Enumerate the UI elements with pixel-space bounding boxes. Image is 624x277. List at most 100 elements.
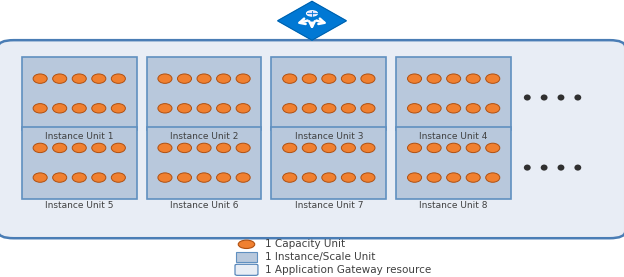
Ellipse shape [540, 94, 548, 101]
Ellipse shape [427, 104, 441, 113]
Ellipse shape [306, 11, 318, 16]
FancyBboxPatch shape [271, 127, 386, 199]
Ellipse shape [322, 74, 336, 83]
Text: Instance Unit 4: Instance Unit 4 [419, 132, 488, 141]
FancyBboxPatch shape [271, 57, 386, 130]
FancyBboxPatch shape [0, 40, 624, 238]
Ellipse shape [361, 74, 375, 83]
Ellipse shape [485, 104, 500, 113]
Ellipse shape [197, 143, 211, 153]
Ellipse shape [427, 74, 441, 83]
Ellipse shape [558, 165, 564, 171]
Ellipse shape [427, 143, 441, 153]
Ellipse shape [447, 104, 461, 113]
Ellipse shape [283, 143, 297, 153]
Ellipse shape [302, 173, 316, 182]
Ellipse shape [485, 143, 500, 153]
Ellipse shape [466, 173, 480, 182]
Ellipse shape [111, 143, 125, 153]
Ellipse shape [33, 74, 47, 83]
Ellipse shape [236, 173, 250, 182]
Ellipse shape [407, 74, 422, 83]
Ellipse shape [361, 143, 375, 153]
Ellipse shape [361, 104, 375, 113]
Ellipse shape [72, 104, 86, 113]
Ellipse shape [322, 143, 336, 153]
Ellipse shape [575, 165, 582, 171]
Text: Instance Unit 3: Instance Unit 3 [295, 132, 363, 141]
Ellipse shape [177, 143, 192, 153]
Ellipse shape [158, 104, 172, 113]
Ellipse shape [52, 74, 67, 83]
Ellipse shape [111, 104, 125, 113]
Ellipse shape [466, 104, 480, 113]
Ellipse shape [217, 173, 231, 182]
Ellipse shape [485, 173, 500, 182]
Ellipse shape [33, 143, 47, 153]
Ellipse shape [575, 94, 582, 101]
Ellipse shape [158, 74, 172, 83]
Ellipse shape [238, 240, 255, 248]
Ellipse shape [217, 74, 231, 83]
Ellipse shape [302, 104, 316, 113]
Ellipse shape [52, 104, 67, 113]
Ellipse shape [407, 143, 422, 153]
FancyBboxPatch shape [396, 127, 511, 199]
Ellipse shape [177, 173, 192, 182]
Ellipse shape [217, 104, 231, 113]
Ellipse shape [283, 74, 297, 83]
Ellipse shape [283, 173, 297, 182]
Ellipse shape [341, 173, 356, 182]
Ellipse shape [92, 104, 106, 113]
FancyBboxPatch shape [396, 57, 511, 130]
Text: Instance Unit 8: Instance Unit 8 [419, 201, 488, 210]
Ellipse shape [558, 94, 564, 101]
Ellipse shape [158, 143, 172, 153]
FancyBboxPatch shape [147, 57, 261, 130]
FancyBboxPatch shape [235, 264, 258, 275]
Ellipse shape [524, 165, 530, 171]
Ellipse shape [177, 104, 192, 113]
Ellipse shape [33, 104, 47, 113]
Ellipse shape [158, 173, 172, 182]
Text: 1 Instance/Scale Unit: 1 Instance/Scale Unit [265, 252, 376, 262]
Ellipse shape [111, 74, 125, 83]
Ellipse shape [341, 104, 356, 113]
Ellipse shape [341, 143, 356, 153]
FancyBboxPatch shape [147, 127, 261, 199]
Ellipse shape [447, 74, 461, 83]
Ellipse shape [111, 173, 125, 182]
Ellipse shape [322, 173, 336, 182]
Ellipse shape [236, 104, 250, 113]
Ellipse shape [197, 173, 211, 182]
Ellipse shape [197, 104, 211, 113]
Ellipse shape [466, 143, 480, 153]
Ellipse shape [217, 143, 231, 153]
Ellipse shape [447, 143, 461, 153]
Ellipse shape [302, 143, 316, 153]
FancyBboxPatch shape [22, 127, 137, 199]
FancyBboxPatch shape [22, 57, 137, 130]
Ellipse shape [72, 74, 86, 83]
Polygon shape [278, 1, 346, 40]
Ellipse shape [236, 143, 250, 153]
FancyBboxPatch shape [236, 252, 256, 262]
Ellipse shape [33, 173, 47, 182]
Text: 1 Application Gateway resource: 1 Application Gateway resource [265, 265, 431, 275]
Text: Instance Unit 5: Instance Unit 5 [45, 201, 114, 210]
Ellipse shape [92, 143, 106, 153]
Ellipse shape [322, 104, 336, 113]
Ellipse shape [92, 173, 106, 182]
Ellipse shape [52, 173, 67, 182]
Ellipse shape [72, 173, 86, 182]
Ellipse shape [466, 74, 480, 83]
Text: Instance Unit 1: Instance Unit 1 [45, 132, 114, 141]
Ellipse shape [361, 173, 375, 182]
Ellipse shape [524, 94, 530, 101]
Ellipse shape [236, 74, 250, 83]
Text: Instance Unit 6: Instance Unit 6 [170, 201, 238, 210]
Text: Instance Unit 7: Instance Unit 7 [295, 201, 363, 210]
Ellipse shape [177, 74, 192, 83]
Ellipse shape [427, 173, 441, 182]
Ellipse shape [407, 104, 422, 113]
